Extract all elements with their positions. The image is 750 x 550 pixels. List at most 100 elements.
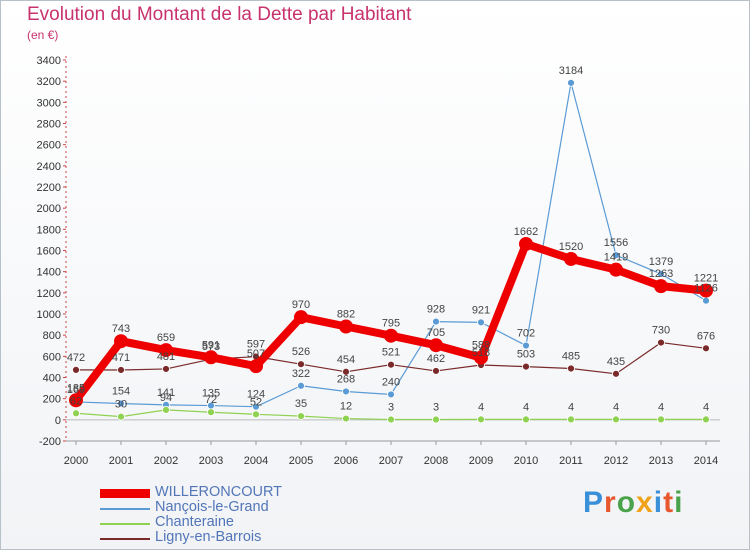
data-label: 659 bbox=[157, 332, 175, 344]
y-tick-label: 600 bbox=[43, 351, 61, 363]
data-label: 322 bbox=[292, 368, 310, 380]
x-tick-label: 2013 bbox=[649, 455, 673, 467]
data-point bbox=[159, 343, 173, 358]
data-point bbox=[387, 390, 395, 399]
data-label: 94 bbox=[160, 392, 172, 404]
data-label: 435 bbox=[607, 356, 625, 368]
data-point bbox=[519, 236, 533, 251]
data-point bbox=[162, 365, 170, 373]
data-label: 472 bbox=[67, 352, 85, 364]
data-label: 124 bbox=[247, 389, 265, 401]
data-label: 921 bbox=[472, 304, 490, 316]
data-point bbox=[567, 78, 575, 87]
y-tick-label: 800 bbox=[43, 330, 61, 342]
data-label: 454 bbox=[337, 354, 355, 366]
legend-label: Nançois-le-Grand bbox=[155, 499, 269, 515]
legend-swatch bbox=[100, 508, 150, 510]
data-point bbox=[612, 369, 620, 378]
x-tick-label: 2011 bbox=[559, 455, 583, 467]
data-point bbox=[69, 393, 83, 408]
x-tick-label: 2012 bbox=[604, 455, 628, 467]
logo-letter: i bbox=[674, 486, 684, 519]
data-label: 3 bbox=[388, 402, 394, 414]
legend-label: Ligny-en-Barrois bbox=[155, 529, 262, 545]
data-label: 588 bbox=[472, 340, 490, 352]
proxiti-logo: Proxiti bbox=[583, 486, 683, 520]
data-point bbox=[297, 381, 305, 390]
x-tick-label: 2008 bbox=[424, 455, 448, 467]
y-tick-label: 1600 bbox=[37, 246, 61, 258]
y-tick-label: 2200 bbox=[37, 182, 61, 194]
data-label: 4 bbox=[613, 401, 619, 413]
data-point bbox=[432, 317, 440, 326]
data-point bbox=[477, 415, 485, 424]
y-tick-label: 2600 bbox=[37, 140, 61, 152]
data-point bbox=[432, 367, 440, 375]
data-point bbox=[474, 350, 488, 365]
data-point bbox=[702, 415, 710, 424]
data-point bbox=[657, 338, 665, 347]
data-point bbox=[702, 344, 710, 353]
data-label: 882 bbox=[337, 308, 355, 320]
data-label: 462 bbox=[427, 353, 445, 365]
data-label: 573 bbox=[202, 341, 220, 353]
data-label: 471 bbox=[112, 352, 130, 364]
data-point bbox=[249, 359, 263, 374]
data-label: 521 bbox=[382, 347, 400, 359]
data-point bbox=[297, 412, 305, 421]
x-tick-label: 2007 bbox=[379, 455, 403, 467]
data-label: 4 bbox=[523, 401, 529, 413]
data-point bbox=[564, 251, 578, 266]
legend-swatch bbox=[100, 538, 150, 540]
data-label: 141 bbox=[157, 387, 175, 399]
data-point bbox=[72, 409, 80, 418]
data-label: 1419 bbox=[604, 252, 628, 264]
y-tick-label: 1000 bbox=[37, 309, 61, 321]
y-tick-label: 3200 bbox=[37, 76, 61, 88]
logo-letter: x bbox=[636, 486, 654, 519]
data-label: 52 bbox=[250, 396, 262, 408]
data-label: 1379 bbox=[649, 256, 673, 268]
data-label: 240 bbox=[382, 376, 400, 388]
data-point bbox=[522, 341, 530, 350]
data-label: 1556 bbox=[604, 237, 628, 249]
x-tick-label: 2010 bbox=[514, 455, 538, 467]
data-point bbox=[699, 283, 713, 298]
data-label: 481 bbox=[157, 351, 175, 363]
data-point bbox=[657, 269, 665, 278]
y-tick-label: 0 bbox=[55, 415, 61, 427]
data-point bbox=[294, 310, 308, 325]
legend-label: Chanteraine bbox=[155, 514, 234, 530]
data-point bbox=[342, 387, 350, 396]
data-label: 507 bbox=[247, 348, 265, 360]
y-tick-label: 2400 bbox=[37, 161, 61, 173]
data-label: 3184 bbox=[559, 65, 583, 77]
logo-letter: i bbox=[653, 486, 664, 519]
data-label: 928 bbox=[427, 304, 445, 316]
legend-swatch bbox=[100, 489, 150, 498]
x-tick-label: 2000 bbox=[64, 455, 88, 467]
data-point bbox=[477, 318, 485, 327]
data-point bbox=[72, 365, 80, 374]
data-point bbox=[612, 251, 620, 260]
data-label: 743 bbox=[112, 323, 130, 335]
y-tick-label: 1200 bbox=[37, 288, 61, 300]
data-label: 702 bbox=[517, 328, 535, 340]
data-point bbox=[657, 415, 665, 424]
data-label: 30 bbox=[115, 399, 127, 411]
data-point bbox=[297, 360, 305, 369]
y-tick-label: 1400 bbox=[37, 267, 61, 279]
data-label: 72 bbox=[205, 394, 217, 406]
data-point bbox=[567, 364, 575, 373]
logo-letter: r bbox=[604, 486, 617, 519]
data-label: 503 bbox=[517, 349, 535, 361]
y-tick-label: 2800 bbox=[37, 119, 61, 131]
logo-letter: P bbox=[583, 486, 605, 519]
x-tick-label: 2014 bbox=[694, 455, 718, 467]
data-point bbox=[117, 366, 125, 374]
data-label: 4 bbox=[568, 401, 574, 413]
y-tick-label: 1800 bbox=[37, 224, 61, 236]
data-label: 526 bbox=[292, 346, 310, 358]
logo-letter: o bbox=[616, 486, 637, 519]
